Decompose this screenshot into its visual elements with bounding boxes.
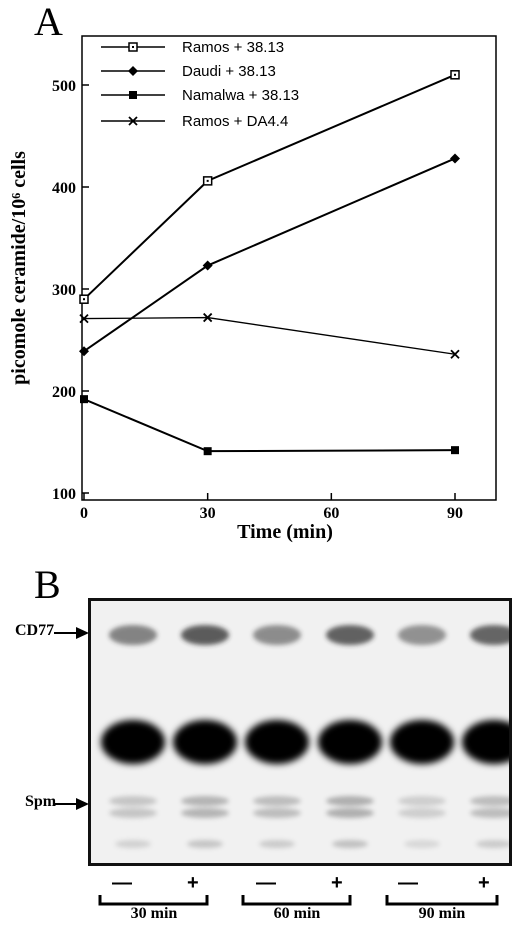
legend-label-4: Ramos + DA4.4	[182, 113, 288, 130]
panel-b-letter: B	[34, 562, 61, 607]
major-band	[318, 720, 382, 764]
legend-label-3: Namalwa + 38.13	[182, 87, 299, 104]
bracket-90-min	[385, 895, 499, 906]
faint-band	[332, 840, 368, 848]
spm-band-lower	[109, 808, 157, 818]
cd77-arrow-icon	[54, 627, 89, 639]
legend-marker-2	[128, 66, 138, 76]
spm-arrow-icon	[54, 798, 89, 810]
time-group-brackets	[98, 895, 499, 906]
series-line-2	[83, 157, 456, 353]
spm-band	[470, 796, 509, 806]
series-line-3	[83, 398, 456, 453]
series-4-point	[450, 349, 460, 359]
legend-marker-3	[129, 91, 137, 99]
major-band	[101, 720, 165, 764]
legend-marker-4	[128, 116, 138, 126]
cd77-band	[326, 625, 374, 645]
spm-band	[398, 796, 446, 806]
cd77-band-label: CD77	[15, 622, 55, 639]
lane-sign-1: —	[112, 872, 132, 894]
spm-band-lower	[181, 808, 229, 818]
series-2-point	[202, 260, 213, 271]
series-1-point-dot	[206, 179, 209, 182]
y-tick-label: 200	[52, 384, 76, 401]
x-tick-label: 90	[447, 505, 463, 522]
legend-label-2: Daudi + 38.13	[182, 63, 276, 80]
major-band	[173, 720, 237, 764]
spm-band-lower	[326, 808, 374, 818]
spm-band-lower	[253, 808, 301, 818]
spm-band	[326, 796, 374, 806]
y-tick-label: 300	[52, 282, 76, 299]
series-3-point	[451, 446, 459, 455]
series-1-point-dot	[454, 73, 456, 76]
spm-band	[181, 796, 229, 806]
faint-band	[404, 840, 440, 848]
cd77-band	[109, 625, 157, 645]
lane-sign-6: +	[478, 872, 490, 894]
series-2-point	[79, 346, 89, 357]
faint-band	[187, 840, 223, 848]
faint-band	[259, 840, 295, 848]
bracket-60-min	[241, 895, 352, 906]
series-1-point-dot	[83, 298, 85, 301]
y-tick-label: 100	[52, 486, 76, 503]
x-tick-label: 30	[200, 505, 216, 522]
cd77-band	[470, 625, 509, 645]
spm-band-lower	[398, 808, 446, 818]
cd77-band	[181, 625, 229, 645]
y-tick-label: 500	[52, 78, 76, 95]
series-3-point	[80, 395, 88, 404]
cd77-band	[398, 625, 446, 645]
x-axis-title: Time (min)	[237, 521, 333, 543]
lane-sign-2: +	[187, 872, 199, 894]
legend-label-1: Ramos + 38.13	[182, 39, 284, 56]
plot-frame	[81, 35, 497, 501]
gel-blot-image	[88, 598, 512, 866]
bracket-30-min	[98, 895, 209, 906]
series-3-point	[203, 447, 212, 456]
lane-sign-5: —	[398, 872, 418, 894]
spm-band	[109, 796, 157, 806]
spm-band	[253, 796, 301, 806]
major-band	[390, 720, 454, 764]
y-tick-label: 400	[52, 180, 76, 197]
cd77-band	[253, 625, 301, 645]
legend-marker-1-dot	[132, 46, 134, 48]
faint-band	[115, 840, 151, 848]
series-4-point	[203, 312, 213, 323]
major-band	[245, 720, 309, 764]
spm-band-label: Spm	[25, 793, 57, 810]
series-line-4	[83, 316, 456, 355]
y-axis-title: picomole ceramide/10⁶ cells	[8, 151, 30, 385]
time-group-30-min: 30 min	[130, 905, 178, 922]
series-2-point	[450, 153, 460, 164]
time-group-60-min: 60 min	[273, 905, 321, 922]
lane-sign-3: —	[256, 872, 276, 894]
time-group-90-min: 90 min	[418, 905, 466, 922]
panel-a-letter: A	[34, 0, 63, 44]
x-tick-label: 0	[80, 505, 88, 522]
x-tick-label: 60	[323, 505, 339, 522]
spm-band-lower	[470, 808, 509, 818]
major-band	[462, 720, 509, 764]
series-4-point	[79, 313, 89, 324]
gel-bands	[101, 625, 509, 848]
faint-band	[476, 840, 509, 848]
lane-sign-4: +	[331, 872, 343, 894]
series-line-1	[83, 73, 456, 300]
